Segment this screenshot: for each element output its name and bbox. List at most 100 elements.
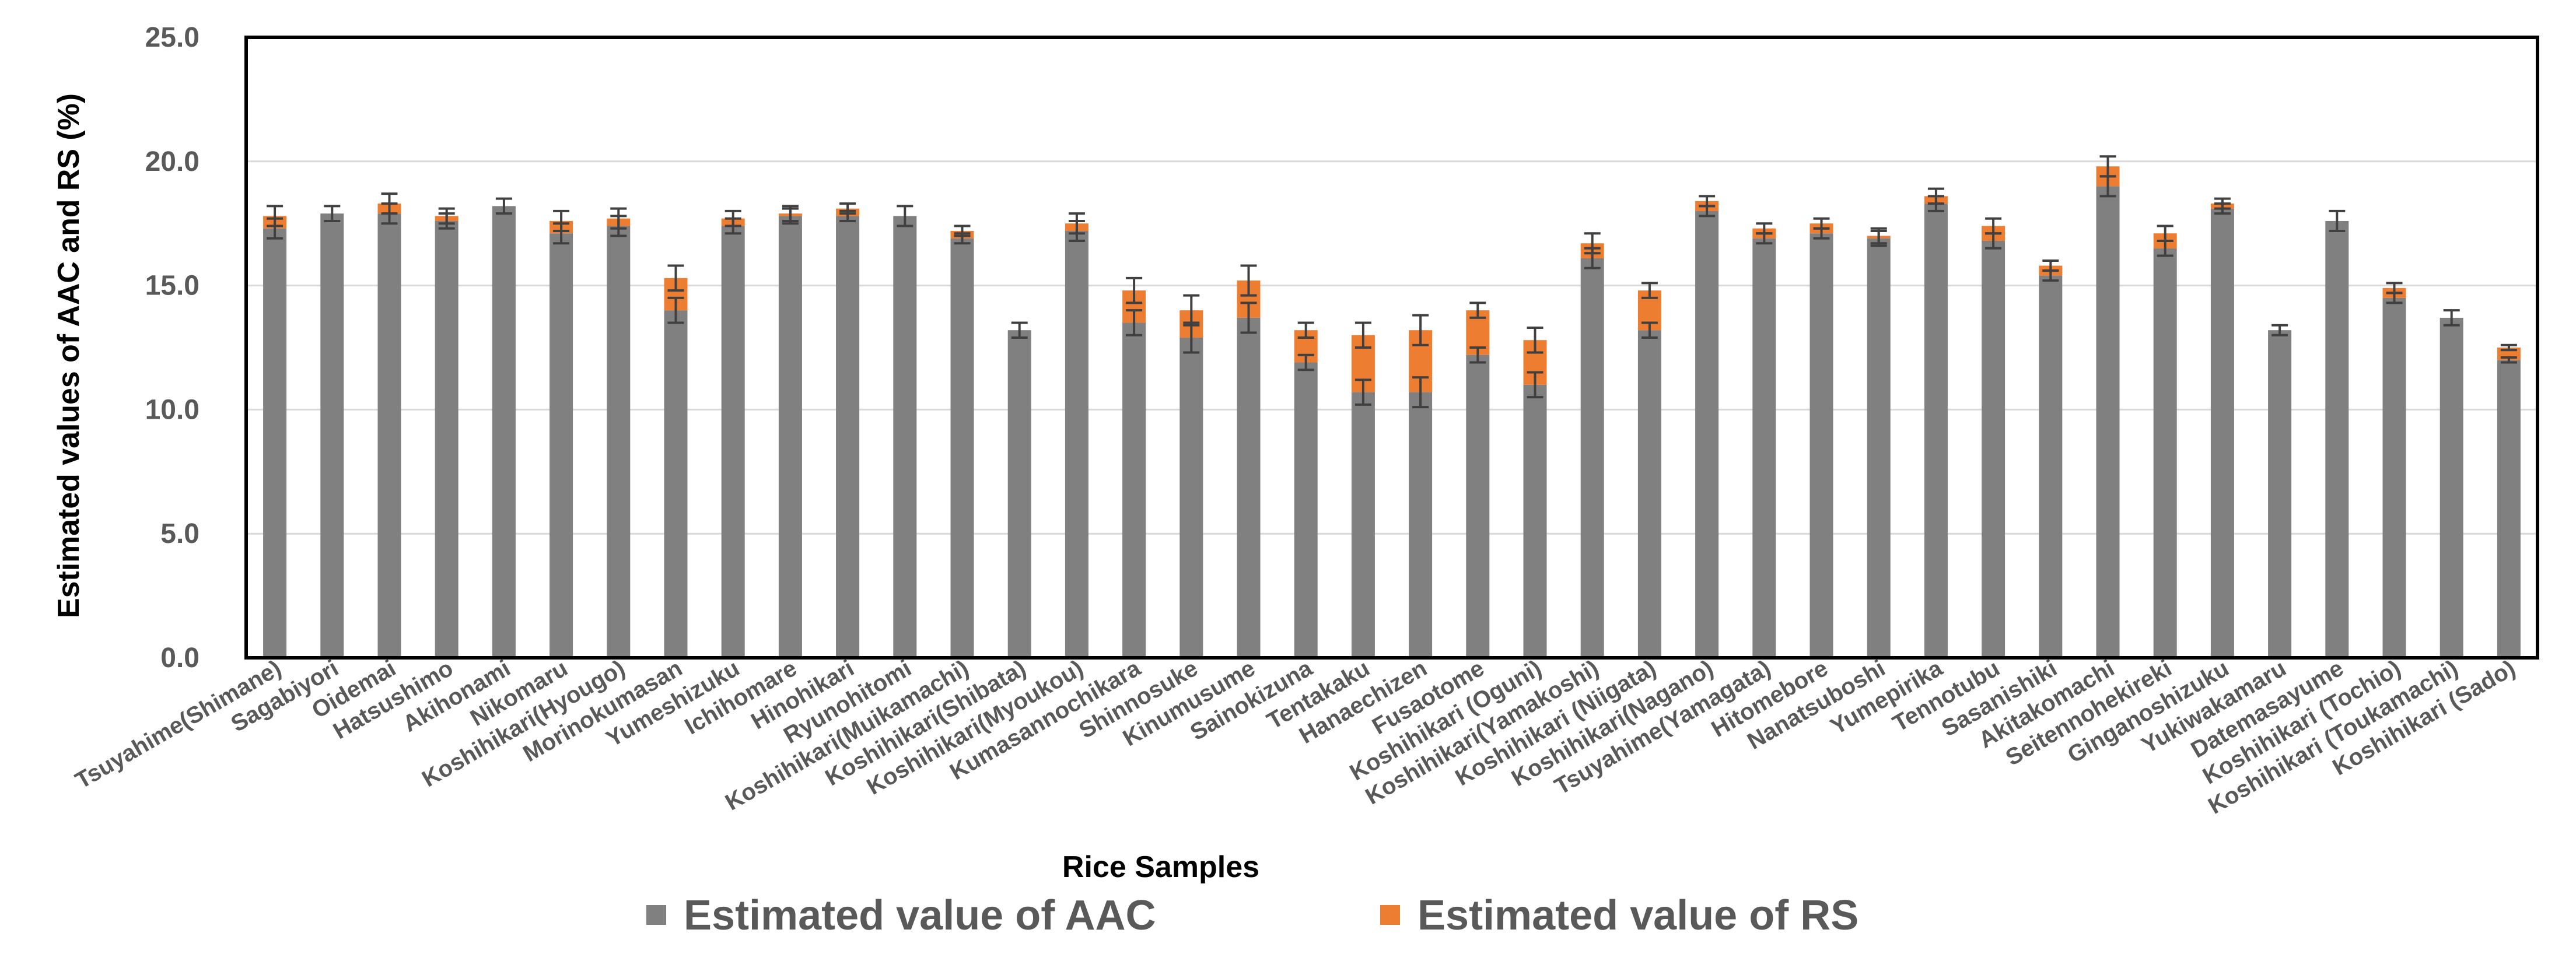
bar-aac <box>2325 220 2349 658</box>
legend-label-aac: Estimated value of AAC <box>684 892 1156 939</box>
bars <box>263 166 2521 658</box>
error-bar-rs <box>1527 326 1544 354</box>
bar-aac <box>2382 297 2406 658</box>
bar-aac <box>1810 233 1833 658</box>
bar-aac <box>893 216 917 658</box>
error-bar-rs <box>2042 259 2059 272</box>
legend-swatch-rs <box>1380 905 1400 925</box>
error-bar-rs <box>381 192 398 215</box>
bar-aac <box>836 216 860 658</box>
error-bar-rs <box>267 205 284 227</box>
error-bar-rs <box>1469 301 1486 319</box>
error-bar-rs <box>2214 197 2231 210</box>
error-bar-rs <box>2386 282 2403 294</box>
error-bar-aac <box>897 205 914 227</box>
error-bar-rs <box>1297 321 1314 339</box>
y-tick-label: 10.0 <box>145 394 200 425</box>
error-bar-aac <box>667 296 684 324</box>
error-bar-aac <box>495 197 512 215</box>
error-bar-rs <box>724 209 741 227</box>
bar-aac <box>2497 360 2521 658</box>
bar-aac <box>1351 392 1375 658</box>
error-bar-rs <box>610 207 627 230</box>
error-bar-rs <box>1813 217 1830 230</box>
error-bar-rs <box>553 209 570 232</box>
bar-aac <box>721 226 745 658</box>
bar-aac <box>1523 384 1547 658</box>
error-bar-aac <box>324 205 341 222</box>
error-bar-rs <box>2157 225 2174 242</box>
bar-aac <box>1924 204 1948 658</box>
bar-aac <box>1409 392 1433 658</box>
error-bar-rs <box>1699 195 1716 208</box>
bar-aac <box>2268 330 2292 658</box>
bar-aac <box>1180 337 1203 658</box>
error-bar-aac <box>1126 309 1143 336</box>
bar-aac <box>1122 322 1146 658</box>
bar-aac <box>492 206 516 658</box>
x-axis-title: Rice Samples <box>1062 850 1259 884</box>
bar-aac <box>1580 258 1604 658</box>
bar-aac <box>2210 208 2234 658</box>
bar-aac <box>1637 330 1661 658</box>
error-bar-rs <box>2099 155 2116 178</box>
error-bar-rs <box>1641 282 1658 299</box>
bar-aac <box>1237 317 1261 658</box>
error-bar-rs <box>1584 232 1601 255</box>
bar-aac <box>1007 330 1031 658</box>
error-bar-rs <box>1870 227 1887 245</box>
y-tick-label: 5.0 <box>160 518 200 549</box>
error-bar-aac <box>2500 356 2517 364</box>
bar-aac <box>950 238 974 658</box>
error-bar-aac <box>1354 378 1371 406</box>
y-axis-title: Estimated values of AAC and RS (%) <box>52 93 86 618</box>
error-bar-rs <box>1985 217 2002 235</box>
error-bar-aac <box>2272 324 2288 336</box>
error-bar-rs <box>1183 294 1200 327</box>
bar-aac <box>435 220 459 658</box>
error-bar-rs <box>782 205 799 222</box>
error-bar-aac <box>1240 301 1257 334</box>
error-bar-aac <box>1641 321 1658 339</box>
error-bar-rs <box>1126 276 1143 304</box>
error-bar-aac <box>1297 353 1314 371</box>
error-bar-rs <box>1756 222 1773 235</box>
y-tick-label: 20.0 <box>145 146 200 177</box>
bar-aac <box>2039 275 2063 658</box>
bar-aac <box>607 226 631 658</box>
bar-aac <box>550 233 573 658</box>
bar-aac <box>1466 355 1490 658</box>
bar-aac <box>1695 211 1719 658</box>
error-bar-aac <box>1469 346 1486 364</box>
error-bar-aac <box>1412 376 1429 409</box>
error-bar-aac <box>1527 371 1544 399</box>
bar-aac <box>2440 317 2463 658</box>
error-bar-rs <box>667 264 684 292</box>
bar-aac <box>2153 248 2177 658</box>
error-bar-rs <box>839 202 856 215</box>
bar-aac <box>1065 230 1088 658</box>
error-bar-aac <box>1011 321 1028 339</box>
y-tick-label: 15.0 <box>145 271 200 301</box>
y-tick-label: 25.0 <box>145 22 200 53</box>
bar-aac <box>778 216 802 658</box>
error-bars <box>267 155 2517 409</box>
y-axis-ticks: 0.0 5.0 10.0 15.0 20.0 25.0 <box>145 22 200 674</box>
error-bar-rs <box>2500 343 2517 352</box>
error-bar-rs <box>438 207 455 225</box>
bar-aac <box>2096 186 2120 658</box>
legend: Estimated value of AAC Estimated value o… <box>646 892 1859 939</box>
bar-aac <box>664 310 688 658</box>
bar-aac <box>1867 238 1891 658</box>
error-bar-aac <box>2443 309 2460 327</box>
bar-aac <box>1752 238 1776 658</box>
error-bar-aac <box>2329 209 2346 232</box>
error-bar-rs <box>1068 212 1085 235</box>
y-tick-label: 0.0 <box>160 643 200 674</box>
error-bar-rs <box>954 225 971 237</box>
error-bar-rs <box>1240 264 1257 297</box>
error-bar-rs <box>1412 314 1429 346</box>
bar-aac <box>1294 362 1318 658</box>
